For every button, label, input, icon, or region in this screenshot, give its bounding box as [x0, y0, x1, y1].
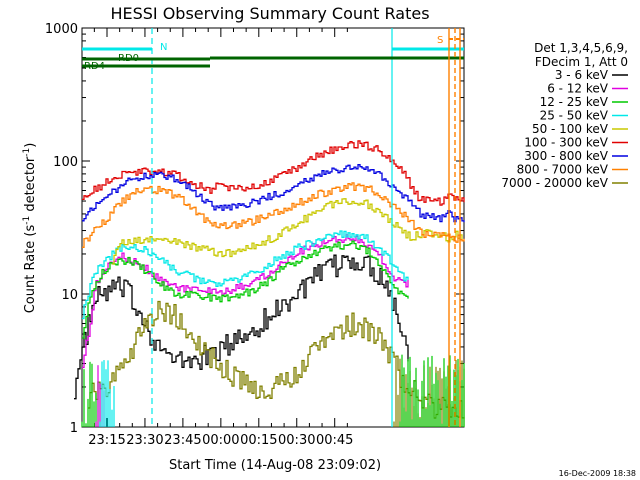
y-tick-label: 10	[61, 288, 78, 303]
y-axis-label-sup1: -1	[22, 216, 32, 225]
y-axis-label-main: Count Rate (s	[23, 225, 38, 314]
axis-ticks: 1 10 100 1000 23:15 23:30 23:45 00:00 00:15 00:30…	[45, 22, 464, 448]
x-tick-label: 00:15	[240, 433, 277, 448]
series-layer	[74, 140, 465, 427]
y-axis-label-sup2: -1	[22, 148, 32, 157]
x-tick-label: 23:30	[126, 433, 163, 448]
series-line	[82, 140, 465, 206]
state-bars: N RD0 RD4 S	[82, 28, 464, 427]
saa-label: S	[437, 35, 443, 46]
legend-entry-label: 3 - 6 keV	[555, 68, 609, 82]
x-tick-label: 00:45	[316, 433, 353, 448]
y-tick-label: 100	[53, 155, 78, 170]
plot-frame	[81, 27, 465, 428]
rd0-label: RD0	[118, 53, 139, 64]
legend-entry-label: 300 - 800 keV	[524, 149, 608, 163]
x-tick-label: 00:00	[202, 433, 239, 448]
x-tick-label: 23:15	[88, 433, 125, 448]
y-axis-label-tail: detector	[23, 156, 38, 216]
legend-entry-label: 12 - 25 keV	[540, 95, 609, 109]
series-line	[82, 240, 409, 339]
legend-entry-label: 100 - 300 keV	[524, 136, 608, 150]
series-line	[82, 230, 409, 320]
x-tick-label: 23:45	[164, 433, 201, 448]
series-line	[82, 182, 465, 248]
series-line	[82, 234, 409, 369]
legend-entry-label: 800 - 7000 keV	[517, 163, 609, 177]
y-tick-label: 1000	[45, 22, 78, 37]
rd4-label: RD4	[84, 61, 105, 72]
series-line	[82, 164, 465, 223]
legend-entry-label: 7000 - 20000 keV	[501, 176, 608, 190]
legend-entry-label: 50 - 100 keV	[532, 122, 609, 136]
legend-entry-label: 25 - 50 keV	[540, 109, 609, 123]
legend-header-line-2: FDecim 1, Att 0	[535, 55, 628, 69]
series-line	[74, 254, 409, 400]
x-axis-label: Start Time (14-Aug-08 23:09:02)	[169, 458, 381, 473]
y-axis-label-end: )	[23, 143, 38, 148]
footer-date: 16-Dec-2009 18:38	[559, 469, 636, 478]
legend-header-line-1: Det 1,3,4,5,6,9,	[534, 41, 628, 55]
night-label: N	[160, 42, 167, 53]
series-line	[112, 198, 463, 265]
x-tick-label: 00:30	[278, 433, 315, 448]
chart-title: HESSI Observing Summary Count Rates	[110, 4, 429, 23]
y-axis-label: Count Rate (s-1 detector-1)	[22, 143, 38, 314]
y-tick-label: 1	[70, 421, 78, 436]
legend-entry-label: 6 - 12 keV	[547, 82, 609, 96]
